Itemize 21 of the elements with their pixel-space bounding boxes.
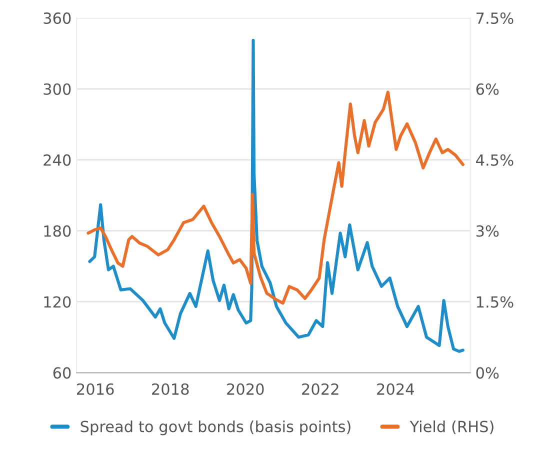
y-tick-label: 60 (53, 367, 71, 379)
y2-tick-label: 4.5% (476, 154, 514, 166)
x-tick-label: 2022 (302, 383, 338, 395)
x-tick-label: 2018 (152, 383, 189, 395)
y-tick-label: 240 (44, 154, 71, 166)
y-tick-label: 360 (44, 12, 71, 24)
y2-tick-label: 0% (476, 367, 499, 379)
y2-tick-label: 6% (476, 83, 499, 95)
y-tick-label: 300 (44, 83, 71, 95)
x-tick-label: 2020 (227, 383, 264, 395)
x-tick-label: 2016 (77, 383, 114, 395)
line-series (88, 38, 464, 353)
legend-label: Spread to govt bonds (basis points) (80, 420, 350, 436)
y2-tick-label: 7.5% (476, 12, 514, 24)
line-series (86, 90, 464, 305)
x-tick-label: 2024 (377, 383, 414, 395)
y-tick-label: 120 (44, 296, 71, 308)
y2-tick-label: 3% (476, 225, 499, 237)
y-tick-label: 180 (44, 225, 71, 237)
legend-label: Yield (RHS) (410, 420, 494, 434)
y2-tick-label: 1.5% (476, 296, 514, 308)
